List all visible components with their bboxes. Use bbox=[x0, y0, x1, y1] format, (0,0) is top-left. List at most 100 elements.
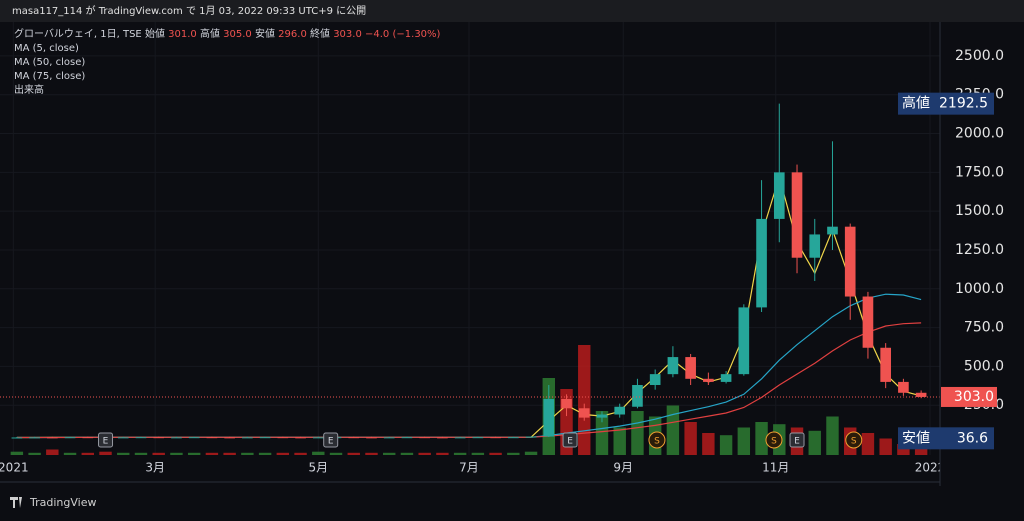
candle-body bbox=[401, 437, 413, 439]
x-tick-label: 5月 bbox=[308, 461, 328, 475]
legend-entry: MA (75, close) bbox=[14, 71, 85, 82]
volume-bar bbox=[347, 452, 360, 455]
logo bbox=[10, 497, 22, 508]
legend-ohlc: グローバルウェイ, 1日, TSE 始値 301.0 高値 305.0 安値 2… bbox=[14, 27, 441, 40]
y-tick-label: 1500.0 bbox=[955, 203, 1004, 219]
legend-ohlc-value: 296.0 bbox=[278, 29, 307, 40]
event-label: E bbox=[103, 437, 109, 447]
candle-body bbox=[791, 172, 803, 258]
candle-body bbox=[578, 408, 590, 418]
volume-bar bbox=[99, 451, 112, 455]
volume-bar bbox=[418, 452, 431, 455]
candle-body bbox=[454, 437, 466, 439]
legend-change: −4.0 bbox=[365, 29, 389, 40]
volume-bar bbox=[755, 422, 768, 455]
event-marker bbox=[789, 432, 805, 448]
price-tag-value: 36.6 bbox=[957, 430, 988, 446]
candle-body bbox=[188, 437, 200, 439]
event-marker bbox=[648, 431, 666, 449]
candle-body bbox=[685, 357, 696, 379]
footer-brand: TradingView bbox=[29, 496, 96, 509]
volume-bar bbox=[46, 449, 59, 455]
last-price-label: 303.0 bbox=[954, 389, 994, 405]
event-label: E bbox=[567, 437, 573, 447]
price-tag bbox=[898, 427, 994, 450]
volume-bar bbox=[152, 452, 165, 455]
volume-bar bbox=[436, 452, 449, 455]
volume-bar bbox=[737, 427, 751, 455]
volume-bar bbox=[10, 451, 24, 455]
event-marker bbox=[562, 432, 578, 448]
legend-entry: MA (5, close) bbox=[14, 43, 79, 54]
candle-body bbox=[703, 378, 714, 382]
x-tick-label: 2022 bbox=[915, 461, 946, 475]
volume-bar bbox=[702, 433, 715, 455]
header-text: masa117_114 が TradingView.com で 1月 03, 2… bbox=[12, 4, 366, 17]
x-tick-label: 3月 bbox=[145, 461, 165, 475]
last-price-tag bbox=[941, 386, 997, 407]
volume-bar bbox=[400, 452, 414, 455]
candle-body bbox=[259, 437, 271, 439]
legend-ohlc-name: 終値 bbox=[310, 27, 330, 40]
legend-entry: MA (50, close) bbox=[14, 57, 85, 68]
volume-bar bbox=[329, 452, 343, 455]
header-bar bbox=[0, 0, 1024, 22]
volume-bar bbox=[489, 452, 502, 455]
candle-body bbox=[915, 392, 927, 397]
volume-bar bbox=[63, 452, 77, 455]
candle-body bbox=[525, 436, 537, 438]
legend-ohlc-name: 始値 bbox=[145, 27, 165, 40]
candle-body bbox=[277, 437, 289, 439]
legend-change-percent: (−1.30%) bbox=[393, 29, 441, 40]
price-tag bbox=[898, 92, 994, 115]
volume-bar bbox=[719, 435, 733, 455]
volume-bar bbox=[471, 452, 485, 455]
y-tick-label: 1000.0 bbox=[955, 281, 1004, 297]
candle-body bbox=[383, 437, 395, 439]
event-marker bbox=[765, 431, 783, 449]
candle-body bbox=[11, 437, 23, 439]
event-marker bbox=[98, 432, 114, 448]
volume-bar bbox=[453, 452, 467, 455]
candle-body bbox=[171, 437, 182, 439]
volume-bar bbox=[808, 430, 821, 455]
candle-body bbox=[756, 218, 767, 308]
candle-body bbox=[649, 374, 661, 386]
volume-bar bbox=[897, 444, 910, 455]
candle-body bbox=[667, 357, 679, 375]
candle-body bbox=[295, 437, 306, 439]
candle-body bbox=[862, 296, 874, 348]
candle-body bbox=[206, 437, 218, 439]
volume-bar bbox=[28, 452, 41, 455]
volume-bar bbox=[258, 452, 272, 455]
candle-body bbox=[29, 437, 40, 439]
x-tick-label: 7月 bbox=[459, 461, 479, 475]
candle-body bbox=[419, 437, 430, 439]
candle-body bbox=[242, 437, 253, 439]
volume-bar bbox=[117, 452, 130, 455]
y-tick-label: 1750.0 bbox=[955, 164, 1004, 180]
candle-body bbox=[738, 307, 750, 375]
candle-body bbox=[312, 437, 324, 439]
volume-bar bbox=[595, 411, 609, 455]
y-tick-label: 500.0 bbox=[964, 358, 1004, 374]
x-tick-label: 2021 bbox=[0, 461, 29, 475]
volume-bar bbox=[879, 438, 892, 455]
price-tag-name: 高値 bbox=[902, 95, 930, 112]
candle-body bbox=[135, 437, 147, 439]
legend-ohlc-value: 301.0 bbox=[168, 29, 197, 40]
volume-bar bbox=[507, 452, 520, 455]
price-tag-value: 2192.5 bbox=[939, 96, 988, 112]
price-tag-name: 安値 bbox=[902, 430, 930, 446]
candle-body bbox=[224, 437, 235, 439]
legend-symbol: グローバルウェイ, 1日, TSE bbox=[14, 27, 142, 40]
candle-body bbox=[773, 172, 785, 219]
x-tick-label: 9月 bbox=[613, 461, 633, 475]
candle-body bbox=[508, 437, 519, 439]
event-label: E bbox=[328, 437, 334, 447]
volume-bar bbox=[666, 405, 680, 455]
legend-volume: 出来高 bbox=[14, 83, 44, 96]
volume-bar bbox=[826, 416, 839, 455]
ma-line bbox=[16, 322, 922, 439]
